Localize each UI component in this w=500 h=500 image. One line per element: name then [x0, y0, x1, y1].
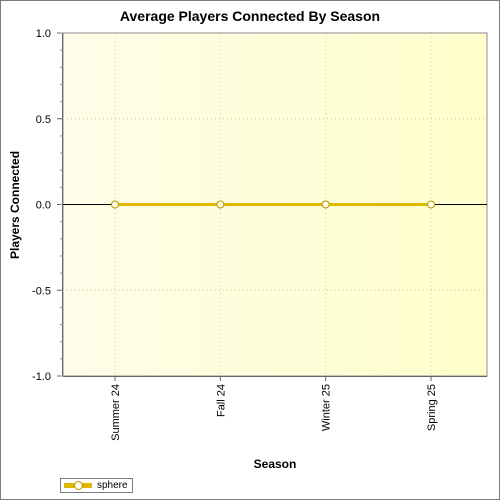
y-tick-label: -1.0: [32, 371, 51, 383]
legend-swatch: [64, 481, 92, 490]
y-tick-label: 0.0: [36, 200, 51, 212]
y-axis: 1.0 0.5 0.0 -0.5 -1.0: [32, 28, 63, 383]
y-tick-label: 1.0: [36, 28, 51, 40]
x-tick-label: Spring 25: [426, 384, 438, 431]
legend: sphere: [60, 478, 133, 493]
x-tick-label: Fall 24: [215, 384, 227, 417]
data-point: [216, 200, 225, 209]
x-tick-label: Summer 24: [110, 384, 122, 441]
chart-title: Average Players Connected By Season: [119, 8, 381, 24]
y-tick-label: -0.5: [32, 285, 51, 297]
data-point: [427, 200, 435, 209]
x-axis: Summer 24 Fall 24 Winter 25 Spring 25: [63, 376, 487, 441]
data-point: [321, 200, 330, 209]
x-axis-label: Season: [254, 457, 297, 471]
x-tick-label: Winter 25: [321, 384, 333, 431]
y-tick-label: 0.5: [36, 114, 51, 126]
series-sphere: [111, 200, 435, 209]
data-point: [111, 200, 119, 209]
legend-label: sphere: [97, 480, 128, 491]
y-axis-label: Players Connected: [8, 151, 22, 259]
